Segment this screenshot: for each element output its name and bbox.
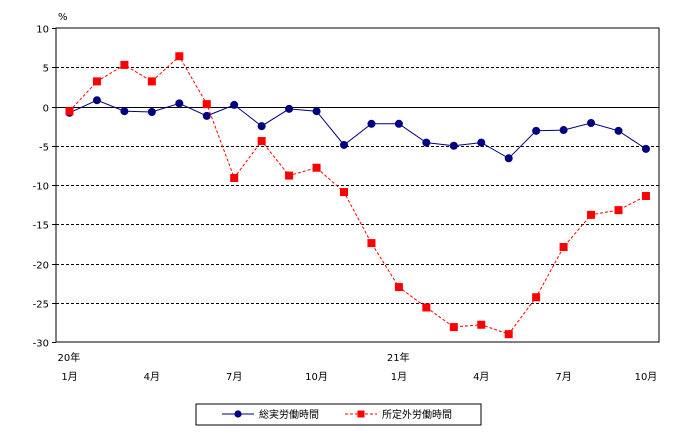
data-point — [65, 107, 74, 116]
data-point — [394, 283, 403, 292]
y-tick-label: -5 — [39, 143, 49, 154]
x-tick-label: 4月 — [144, 371, 160, 383]
data-point — [477, 138, 486, 147]
data-point — [340, 140, 348, 149]
data-point — [449, 323, 458, 332]
data-point — [230, 100, 239, 109]
data-point — [641, 144, 650, 153]
data-point — [340, 188, 348, 197]
data-point — [532, 126, 541, 135]
legend-box — [195, 403, 482, 426]
data-point — [614, 206, 623, 215]
data-point — [394, 119, 403, 128]
data-point — [559, 243, 568, 252]
y-tick-label: 10 — [36, 25, 49, 36]
x-tick-label: 1月 — [391, 371, 407, 383]
y-tick-label: -15 — [33, 221, 49, 232]
series-line-1 — [69, 99, 647, 159]
grid-lines — [56, 67, 659, 304]
data-point — [92, 77, 101, 86]
y-tick-label: 5 — [43, 64, 49, 75]
data-point — [230, 173, 239, 182]
legend-marker-series-1 — [234, 410, 242, 418]
data-point — [477, 320, 486, 329]
data-point — [559, 126, 568, 135]
y-tick-label: -25 — [33, 300, 49, 311]
data-point — [449, 141, 458, 150]
data-point — [312, 107, 321, 116]
data-point — [285, 104, 294, 113]
y-tick-label: -10 — [33, 182, 49, 193]
data-point — [532, 293, 541, 302]
x-year-label: 20年 — [58, 351, 81, 364]
x-tick-label: 4月 — [473, 371, 489, 383]
y-unit-label: % — [58, 12, 68, 23]
y-tick-label: -20 — [33, 261, 49, 272]
x-tick-label: 7月 — [226, 371, 242, 383]
data-point — [504, 154, 513, 163]
y-tick-label: 0 — [43, 104, 49, 115]
legend-marker-series-2 — [357, 410, 365, 418]
legend-label-series-2: 所定外労働時間 — [382, 408, 452, 421]
data-point — [202, 111, 211, 120]
series-layer — [65, 52, 650, 339]
data-point — [147, 107, 156, 116]
y-tick-label: -30 — [33, 339, 49, 350]
series-line-2 — [69, 55, 647, 335]
data-point — [614, 126, 623, 135]
data-point — [504, 330, 513, 339]
data-point — [285, 171, 294, 180]
data-point — [422, 303, 431, 312]
x-year-label: 21年 — [387, 351, 410, 364]
data-point — [641, 191, 650, 200]
legend: 総実労働時間 所定外労働時間 — [195, 403, 482, 426]
x-axis-ticks: 20年 1月 4月 7月 10月 21年 1月 4月 7月 10月 — [58, 351, 658, 383]
x-tick-label: 10月 — [305, 371, 328, 383]
data-point — [367, 119, 376, 128]
data-point — [367, 239, 376, 248]
x-tick-label: 10月 — [635, 371, 658, 383]
y-axis-ticks: 10 5 0 -5 -10 -15 -20 -25 -30 — [33, 25, 56, 350]
x-tick-label: 1月 — [61, 371, 77, 383]
legend-label-series-1: 総実労働時間 — [259, 408, 319, 421]
data-point — [257, 137, 266, 146]
data-point — [587, 210, 596, 219]
data-point — [147, 77, 156, 86]
data-point — [202, 100, 211, 109]
data-point — [257, 122, 266, 131]
data-point — [175, 52, 184, 61]
x-tick-label: 7月 — [555, 371, 571, 383]
data-point — [175, 99, 184, 108]
data-point — [120, 60, 129, 69]
data-point — [120, 107, 129, 116]
data-point — [422, 138, 431, 147]
data-point — [312, 163, 321, 172]
data-point — [92, 96, 101, 105]
data-point — [587, 118, 596, 127]
